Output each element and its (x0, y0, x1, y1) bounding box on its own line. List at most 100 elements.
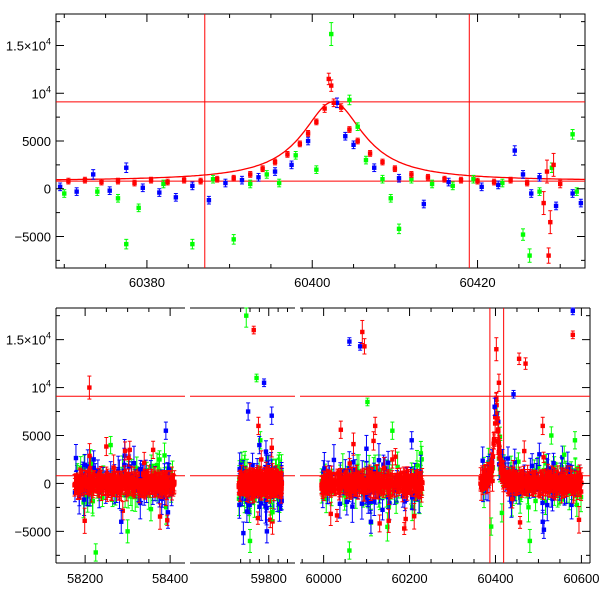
season-point (73, 444, 79, 473)
data-point-marker (155, 483, 160, 489)
data-point-marker (269, 413, 274, 418)
data-point-marker (475, 178, 480, 184)
data-point-marker (272, 159, 278, 165)
data-point (475, 177, 480, 185)
data-point-marker (500, 180, 505, 186)
data-point-marker (136, 205, 141, 211)
data-point-marker (83, 478, 88, 483)
data-point-marker (450, 183, 455, 189)
data-point-marker (285, 152, 290, 157)
data-point-marker (150, 483, 156, 489)
data-point-marker (388, 196, 393, 201)
y-tick-label: 5000 (22, 134, 51, 149)
data-point (450, 181, 455, 191)
data-point (260, 165, 265, 173)
data-point-marker (173, 195, 179, 200)
data-point-marker (570, 132, 575, 137)
data-point-marker (165, 510, 171, 515)
data-point-marker (210, 176, 216, 182)
data-point (388, 193, 393, 203)
data-point (161, 179, 166, 189)
data-point-marker (124, 165, 129, 170)
data-point (190, 181, 195, 191)
data-point-marker (104, 444, 109, 449)
data-point-marker (82, 518, 87, 523)
season-point (104, 437, 109, 457)
data-point (157, 188, 162, 197)
data-point (74, 187, 79, 196)
data-point-marker (347, 97, 352, 103)
data-point (380, 158, 385, 166)
data-point (520, 228, 526, 241)
data-point-marker (314, 167, 319, 172)
data-point-marker (248, 172, 253, 177)
season-point (82, 507, 87, 534)
data-point-marker (121, 480, 127, 485)
data-point-marker (167, 480, 173, 485)
data-point-marker (351, 142, 356, 148)
data-point (578, 198, 584, 208)
data-point-marker (100, 479, 105, 485)
data-point (496, 180, 501, 190)
season-point (157, 503, 163, 530)
band-point (172, 475, 177, 492)
data-point-marker (181, 177, 187, 183)
data-point-marker (111, 482, 116, 487)
data-point-marker (355, 138, 360, 144)
data-point-marker (392, 166, 398, 171)
data-point-marker (142, 460, 147, 465)
data-point-marker (107, 478, 112, 483)
data-point (355, 122, 360, 131)
data-point-marker (124, 241, 129, 247)
data-point (248, 179, 253, 189)
data-point-marker (248, 181, 253, 187)
data-point-marker (95, 189, 100, 194)
data-point-marker (372, 165, 377, 170)
data-point-marker (82, 482, 87, 487)
data-point (132, 179, 137, 187)
data-point-marker (163, 504, 169, 510)
data-point (57, 182, 63, 192)
data-point-marker (132, 180, 137, 186)
data-point (90, 169, 96, 180)
data-point-marker (276, 180, 282, 186)
data-point-marker (338, 105, 344, 110)
data-point-marker (272, 169, 278, 174)
data-point-marker (421, 201, 427, 207)
data-point-marker (131, 460, 137, 466)
data-point-marker (101, 483, 106, 488)
season-point (269, 438, 274, 458)
data-point (529, 189, 534, 198)
season-point (241, 521, 246, 545)
series-points (66, 72, 563, 264)
data-point-marker (527, 253, 532, 258)
data-point (429, 179, 435, 189)
data-point-marker (154, 462, 160, 468)
data-point (537, 172, 542, 182)
data-point-marker (130, 481, 136, 486)
data-point (231, 174, 236, 182)
top-panel-zoomed-lightcurve: 60380 60400 60420 −5000 0 5000 104 1.5×104 (6, 13, 586, 290)
data-point (508, 176, 513, 184)
data-point-marker (314, 119, 319, 125)
data-point-marker (548, 219, 553, 225)
data-point-marker (446, 179, 451, 185)
data-point-marker (198, 178, 203, 184)
data-point (95, 187, 100, 196)
data-point (331, 98, 336, 108)
data-point-marker (326, 76, 331, 82)
data-point (574, 187, 579, 196)
data-point-marker (84, 480, 90, 486)
data-point (239, 175, 245, 185)
data-point (396, 173, 402, 183)
axis-segment (190, 307, 295, 564)
data-point (396, 223, 402, 235)
band-point (104, 475, 110, 491)
data-point-marker (165, 179, 170, 185)
data-point (190, 238, 195, 250)
data-point-marker (396, 176, 402, 181)
data-point-marker (206, 198, 212, 203)
data-point-marker (541, 200, 546, 206)
data-point-marker (146, 479, 151, 484)
data-point-marker (66, 178, 71, 184)
